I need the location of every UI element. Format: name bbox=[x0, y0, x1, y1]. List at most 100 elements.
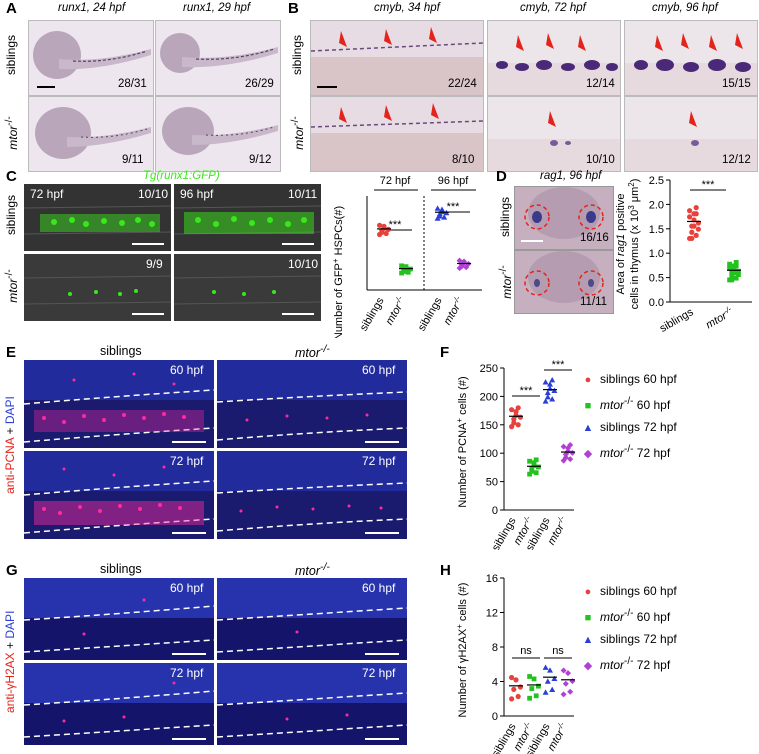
panel-e-side-label: anti-PCNA + DAPI bbox=[3, 396, 17, 494]
data-point bbox=[693, 211, 699, 217]
data-point bbox=[551, 387, 558, 394]
data-point bbox=[515, 405, 521, 411]
chart-f-sig-2: *** bbox=[552, 360, 566, 371]
panel-b-ratio-3: 15/15 bbox=[722, 78, 751, 90]
panel-b-image-1 bbox=[310, 20, 484, 96]
data-point bbox=[536, 683, 541, 689]
panel-g-time-4: 72 hpf bbox=[362, 666, 396, 680]
panel-d-image-2 bbox=[514, 250, 614, 314]
panel-d-row-mtor: mtor-/- bbox=[498, 265, 514, 299]
data-point bbox=[689, 235, 695, 242]
data-point bbox=[691, 223, 697, 229]
data-point bbox=[533, 693, 539, 699]
data-point bbox=[562, 680, 569, 687]
panel-e-image-1 bbox=[24, 360, 214, 448]
chart-c: Number of GFP+ HSPCs(#) 72 hpf 96 hpf **… bbox=[331, 175, 482, 338]
panel-letter-e: E bbox=[6, 344, 17, 361]
legend-f-siblings-60: ● siblings 60 hpf bbox=[584, 372, 677, 386]
y-tick-label: 250 bbox=[480, 363, 498, 375]
data-point bbox=[527, 458, 532, 464]
data-point bbox=[511, 686, 517, 692]
data-point bbox=[687, 208, 693, 214]
data-point bbox=[693, 232, 699, 238]
y-tick-label: 2.5 bbox=[649, 175, 664, 187]
data-point bbox=[434, 205, 441, 211]
chart-f-sig-1: *** bbox=[520, 385, 534, 397]
panel-b-row-siblings: siblings bbox=[290, 34, 304, 76]
panel-c-ratio-4: 10/10 bbox=[288, 257, 319, 271]
chart-c-group-72: 72 hpf bbox=[380, 175, 412, 187]
chart-h-ylabel: Number of γH2AX+ cells (#) bbox=[455, 583, 469, 718]
data-point bbox=[509, 407, 515, 413]
data-point bbox=[401, 269, 407, 274]
data-point bbox=[729, 277, 735, 283]
data-point bbox=[549, 686, 556, 693]
data-point bbox=[529, 466, 535, 471]
chart-d-sig: *** bbox=[702, 179, 716, 191]
data-point bbox=[509, 674, 515, 681]
panel-b-image-5 bbox=[487, 96, 621, 172]
data-point bbox=[463, 264, 470, 271]
panel-letter-f: F bbox=[440, 344, 450, 361]
panel-a-ratio-3: 9/11 bbox=[122, 154, 144, 166]
data-point bbox=[565, 670, 571, 677]
data-point bbox=[533, 470, 539, 476]
panel-e-time-3: 72 hpf bbox=[170, 454, 204, 468]
panel-a-row-mtor: mtor-/- bbox=[4, 116, 20, 150]
data-point bbox=[527, 674, 532, 679]
y-tick-label: 12 bbox=[486, 608, 498, 620]
panel-b-header-1: cmyb, 34 hpf bbox=[374, 2, 440, 14]
panel-e-image-4 bbox=[217, 451, 407, 539]
data-point bbox=[733, 259, 739, 265]
panel-b-image-4 bbox=[310, 96, 484, 172]
legend-f-siblings-72: ▲ siblings 72 hpf bbox=[582, 420, 677, 434]
panel-letter-g: G bbox=[6, 562, 18, 579]
panel-a-image-4 bbox=[155, 96, 281, 172]
panel-e-col-siblings: siblings bbox=[100, 344, 142, 358]
chart-c-xlabel-4: mtor-/- bbox=[440, 294, 467, 327]
panel-b-image-3 bbox=[624, 20, 758, 96]
data-point bbox=[560, 667, 567, 674]
panel-a-image-2 bbox=[155, 20, 281, 96]
panel-letter-d: D bbox=[496, 168, 507, 185]
data-point bbox=[542, 689, 549, 695]
panel-b-ratio-1: 22/24 bbox=[448, 78, 477, 90]
chart-d-ylabel-1: Area of rag1 positive bbox=[615, 194, 627, 295]
data-point bbox=[383, 230, 389, 237]
panel-g-image-4 bbox=[217, 663, 407, 745]
panel-c-ratio-3: 9/9 bbox=[146, 257, 163, 271]
panel-c-row-siblings: siblings bbox=[4, 194, 18, 236]
chart-c-xlabel-2: mtor-/- bbox=[382, 294, 409, 327]
chart-c-sig-2: *** bbox=[447, 201, 461, 213]
data-point bbox=[560, 691, 567, 698]
data-point bbox=[729, 274, 735, 279]
panel-c-time-1: 72 hpf bbox=[30, 187, 64, 201]
y-tick-label: 0.5 bbox=[649, 273, 664, 285]
legend-h-siblings-60: ● siblings 60 hpf bbox=[584, 584, 677, 598]
legend-h-siblings-72: ▲ siblings 72 hpf bbox=[582, 632, 677, 646]
data-point bbox=[544, 678, 551, 684]
data-point bbox=[529, 468, 535, 474]
panel-c-image-1 bbox=[24, 184, 171, 251]
panel-d-row-siblings: siblings bbox=[498, 196, 512, 238]
chart-c-xlabel-3: siblings bbox=[416, 295, 445, 333]
data-point bbox=[551, 675, 558, 681]
panel-letter-h: H bbox=[440, 562, 451, 579]
panel-g-image-2 bbox=[217, 578, 407, 660]
panel-c-image-4 bbox=[174, 254, 321, 321]
data-point bbox=[456, 265, 463, 272]
data-point bbox=[727, 261, 732, 267]
panel-a-header-1: runx1, 24 hpf bbox=[58, 2, 126, 14]
panel-e-time-4: 72 hpf bbox=[362, 454, 396, 468]
y-tick-label: 1.0 bbox=[649, 248, 664, 260]
chart-d-xlabel-1: siblings bbox=[658, 306, 696, 335]
chart-c-group-96: 96 hpf bbox=[438, 175, 470, 187]
panel-letter-c: C bbox=[6, 168, 17, 185]
panel-c-ratio-1: 10/10 bbox=[138, 187, 169, 201]
data-point bbox=[533, 457, 539, 463]
panel-a-row-siblings: siblings bbox=[4, 34, 18, 76]
panel-c-title: Tg(runx1:GFP) bbox=[143, 170, 220, 182]
data-point bbox=[531, 460, 537, 466]
panel-g-time-1: 60 hpf bbox=[170, 581, 204, 595]
data-point bbox=[693, 205, 699, 211]
